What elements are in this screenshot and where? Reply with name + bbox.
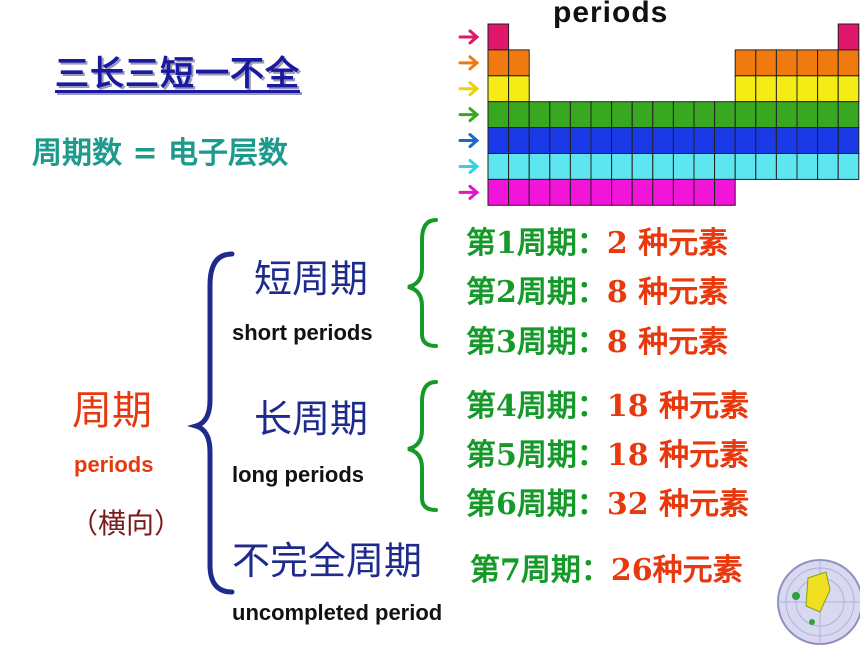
long-periods-label-en: long periods — [232, 462, 364, 487]
right-arrow-icon — [458, 133, 480, 149]
uncompleted-period-label: 不完全周期 — [232, 539, 423, 583]
period-row-1: 第1周期：2 种元素 — [466, 226, 729, 261]
right-arrow-icon — [458, 81, 480, 97]
globe-icon — [777, 559, 860, 645]
period-row-7: 第7周期：26种元素 — [470, 553, 743, 588]
period-main-label: 周期 — [72, 388, 152, 434]
period-direction-label: （横向） — [70, 507, 183, 540]
right-arrow-icon — [458, 107, 480, 123]
short-periods-label: 短周期 — [254, 257, 369, 301]
period-row-6: 第6周期：32 种元素 — [466, 487, 750, 522]
short-periods-label-en: short periods — [232, 320, 373, 345]
period-row-5: 第5周期：18 种元素 — [466, 438, 750, 473]
element-cell — [714, 178, 736, 206]
right-arrow-icon — [458, 184, 480, 200]
main-curly-brace-icon — [186, 251, 235, 595]
period-row-4: 第4周期：18 种元素 — [466, 389, 750, 424]
period-row-2: 第2周期：8 种元素 — [466, 275, 729, 310]
periodic-table-title: periods — [553, 0, 669, 29]
period-row-3: 第3周期：8 种元素 — [466, 325, 729, 360]
long-periods-label: 长周期 — [254, 397, 369, 441]
page-heading: 三长三短一不全 — [55, 54, 300, 94]
right-arrow-icon — [458, 158, 480, 174]
right-arrow-icon — [458, 29, 480, 45]
period-main-label-en: periods — [74, 452, 154, 477]
element-cell — [837, 153, 860, 180]
formula-text: 周期数 = 电子层数 — [32, 136, 289, 171]
long-periods-brace-icon — [407, 380, 438, 512]
uncompleted-period-label-en: uncompleted period — [232, 600, 443, 625]
right-arrow-icon — [458, 55, 480, 71]
short-periods-brace-icon — [407, 218, 438, 348]
